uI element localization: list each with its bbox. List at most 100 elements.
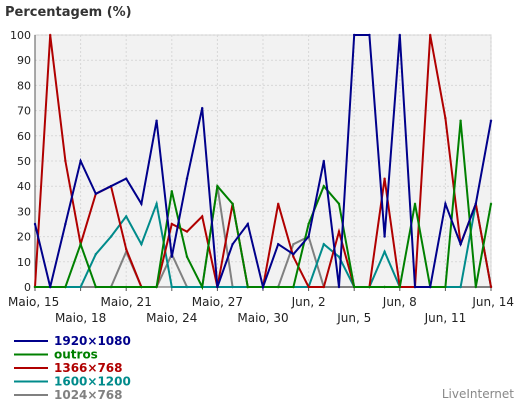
data-point: [125, 215, 128, 218]
data-point: [185, 255, 189, 258]
data-point: [322, 242, 325, 246]
y-tick-label: 70: [17, 105, 31, 118]
y-tick-label: 100: [10, 29, 31, 42]
legend-label: 1600×1200: [54, 375, 131, 389]
data-point: [140, 285, 143, 289]
data-point: [383, 235, 386, 238]
data-point: [292, 285, 295, 289]
data-point: [170, 222, 173, 226]
y-tick-label: 10: [17, 256, 31, 269]
y-tick-label: 40: [17, 180, 31, 193]
data-point: [368, 33, 371, 37]
data-point: [231, 242, 234, 246]
data-point: [489, 285, 493, 289]
x-tick-label: Maio, 30: [237, 311, 288, 325]
data-point: [155, 202, 158, 206]
data-point: [140, 242, 143, 246]
data-point: [49, 285, 52, 289]
data-point: [79, 285, 82, 289]
data-point: [444, 116, 447, 120]
data-point: [277, 242, 280, 246]
data-point: [337, 230, 341, 233]
data-point: [64, 159, 67, 163]
data-point: [307, 285, 310, 289]
data-point: [109, 185, 113, 188]
data-point: [216, 285, 219, 289]
x-tick-label: Jun, 14: [471, 295, 514, 309]
x-tick-label: Maio, 27: [192, 295, 243, 309]
data-point: [125, 177, 128, 180]
x-tick-label: Jun, 11: [424, 311, 467, 325]
data-point: [64, 285, 67, 289]
data-point: [489, 119, 493, 122]
legend-label: 1920×1080: [54, 334, 131, 348]
x-tick-label: Maio, 18: [55, 311, 106, 325]
y-tick-label: 50: [17, 155, 31, 168]
y-tick-label: 20: [17, 231, 31, 244]
data-point: [125, 285, 128, 289]
data-point: [337, 285, 341, 289]
data-point: [109, 285, 113, 289]
data-point: [79, 242, 82, 246]
data-point: [277, 285, 280, 289]
data-point: [231, 285, 234, 289]
y-tick-label: 80: [17, 79, 31, 92]
data-point: [353, 285, 356, 289]
data-point: [201, 285, 204, 289]
data-point: [94, 253, 98, 256]
data-point: [125, 248, 128, 251]
data-point: [170, 190, 173, 193]
data-point: [64, 222, 67, 226]
legend-label: outros: [54, 348, 98, 362]
x-tick-label: Jun, 2: [291, 295, 326, 309]
data-point: [79, 159, 82, 163]
data-point: [444, 285, 447, 289]
data-point: [413, 285, 417, 289]
data-point: [170, 255, 173, 258]
data-point: [429, 33, 432, 37]
x-tick-label: Jun, 5: [336, 311, 371, 325]
data-point: [337, 202, 341, 206]
data-point: [185, 177, 189, 180]
data-point: [322, 159, 325, 163]
data-point: [444, 202, 447, 206]
data-point: [231, 202, 234, 206]
data-point: [489, 202, 493, 206]
data-point: [337, 255, 341, 258]
data-point: [185, 230, 189, 233]
y-axis: 0 10 20 30 40 50 60 70 80 90 100: [10, 29, 36, 294]
data-point: [201, 215, 204, 218]
data-point: [292, 255, 295, 258]
data-point: [185, 285, 189, 289]
data-point: [383, 285, 386, 289]
data-point: [368, 285, 371, 289]
data-point: [459, 285, 462, 289]
data-point: [292, 253, 295, 256]
data-point: [398, 33, 401, 37]
data-point: [459, 119, 462, 122]
data-point: [170, 285, 173, 289]
data-point: [33, 285, 37, 289]
y-tick-label: 30: [17, 205, 31, 218]
data-point: [413, 202, 417, 206]
data-point: [383, 250, 386, 253]
legend-label: 1024×768: [54, 388, 123, 402]
legend-label: 1366×768: [54, 361, 123, 375]
data-point: [398, 285, 401, 289]
data-point: [261, 285, 265, 289]
data-point: [383, 177, 386, 180]
data-point: [155, 285, 158, 289]
data-point: [94, 285, 98, 289]
data-point: [429, 285, 432, 289]
data-point: [459, 242, 462, 246]
data-point: [353, 33, 356, 37]
data-point: [94, 192, 98, 195]
data-point: [474, 202, 477, 206]
data-point: [292, 242, 295, 246]
data-point: [322, 285, 325, 289]
data-point: [246, 285, 249, 289]
series-lines: [33, 33, 493, 291]
data-point: [49, 33, 52, 37]
brand-label[interactable]: LiveInternet: [442, 387, 514, 401]
data-point: [307, 222, 310, 226]
